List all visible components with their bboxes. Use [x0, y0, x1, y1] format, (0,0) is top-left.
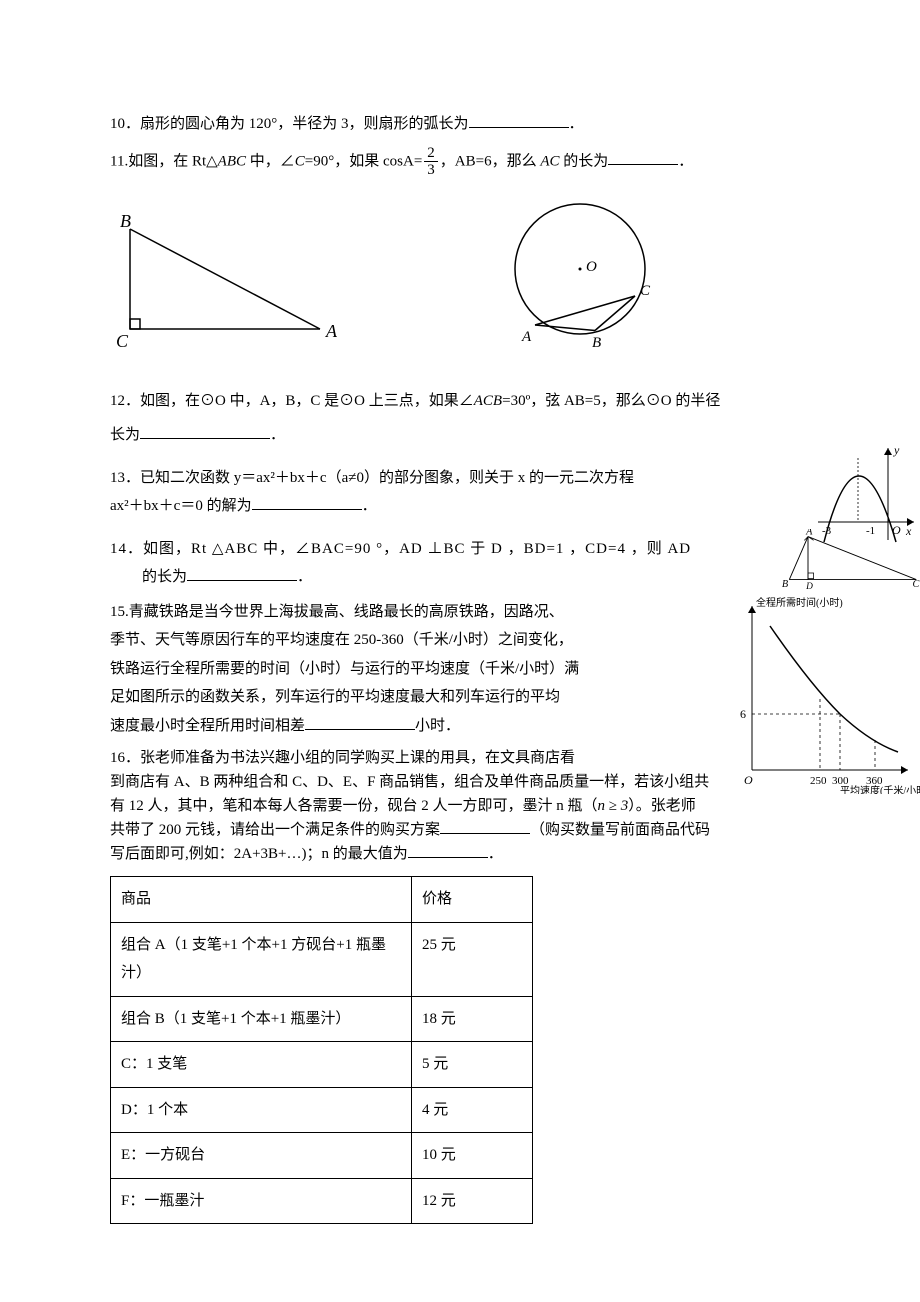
q11-frac-num: 2: [424, 145, 438, 163]
q13-blank: [252, 494, 362, 510]
q11-c: C: [295, 153, 305, 169]
circ-B: B: [592, 335, 601, 351]
q16-l3b: ）。张老师: [628, 798, 696, 814]
q15-l4: 足如图所示的函数关系，列车运行的平均速度最大和列车运行的平均: [110, 689, 560, 705]
table-row: 组合 B（1 支笔+1 个本+1 瓶墨汁） 18 元: [111, 996, 533, 1042]
question-11: 11.如图，在 Rt△ABC 中，∠C=90°，如果 cosA=23，AB=6，…: [110, 145, 810, 179]
circ-O: O: [586, 259, 597, 275]
table-row: F：一瓶墨汁 12 元: [111, 1178, 533, 1224]
tri-A: A: [325, 321, 338, 341]
question-16: 16．张老师准备为书法兴趣小组的同学购买上课的用具，在文具商店看 到商店有 A、…: [110, 746, 810, 866]
rt-B: B: [782, 579, 789, 589]
q11-frac-den: 3: [424, 162, 438, 179]
table-cell: 组合 B（1 支笔+1 个本+1 瓶墨汁）: [111, 996, 412, 1042]
table-cell: F：一瓶墨汁: [111, 1178, 412, 1224]
q13-text-c: ．: [362, 498, 377, 514]
question-14: A B C D 14．如图，Rt △ABC 中，∠BAC=90 °，AD ⊥BC…: [110, 535, 810, 592]
q16-nge3: n ≥ 3: [598, 798, 629, 814]
table-row: E：一方砚台 10 元: [111, 1133, 533, 1179]
q14-text-b: 的长为: [142, 569, 187, 585]
curve-6: 6: [740, 707, 746, 721]
q16-blank2: [408, 842, 488, 858]
figure-rt-14: A B C D: [780, 529, 920, 589]
rt-A: A: [805, 529, 813, 538]
q12-text-a: 12．如图，在⊙O 中，A，B，C 是⊙O 上三点，如果∠: [110, 393, 474, 409]
rt-D: D: [805, 581, 813, 588]
table-cell: E：一方砚台: [111, 1133, 412, 1179]
q16-l4a: 共带了 200 元钱，请给出一个满足条件的购买方案: [110, 822, 440, 838]
table-cell: 5 元: [412, 1042, 533, 1088]
table-cell: 商品: [111, 877, 412, 923]
q12-acb: ACB: [474, 393, 502, 409]
q11-blank: [608, 149, 678, 165]
question-13: -3 -1 O x y 13．已知二次函数 y＝ax²＋bx＋c（a≠0）的部分…: [110, 464, 810, 521]
q11-text-c: =90°，如果 cosA=: [305, 153, 423, 169]
q14-blank: [187, 565, 297, 581]
q16-l5a: 写后面即可,例如：2A+3B+…)；n 的最大值为: [110, 846, 408, 862]
q11-text-b: 中，∠: [246, 153, 295, 169]
tri-B: B: [120, 211, 131, 231]
q15-l5a: 速度最小时全程所用时间相差: [110, 718, 305, 734]
circ-C: C: [640, 283, 651, 299]
q13-text-b: ax²＋bx＋c＝0 的解为: [110, 498, 252, 514]
question-10: 10．扇形的圆心角为 120°，半径为 3，则扇形的弧长为 ．: [110, 110, 810, 139]
q12-text-c: 长为: [110, 427, 140, 443]
page-content: 10．扇形的圆心角为 120°，半径为 3，则扇形的弧长为 ． 11.如图，在 R…: [110, 0, 810, 1284]
q10-text-a: 10．扇形的圆心角为 120°，半径为 3，则扇形的弧长为: [110, 116, 469, 132]
table-16: 商品 价格 组合 A（1 支笔+1 个本+1 方砚台+1 瓶墨汁） 25 元 组…: [110, 876, 533, 1224]
table-row: 组合 A（1 支笔+1 个本+1 方砚台+1 瓶墨汁） 25 元: [111, 922, 533, 996]
table-cell: 25 元: [412, 922, 533, 996]
par-y: y: [893, 443, 900, 457]
table-cell: 10 元: [412, 1133, 533, 1179]
curve-ylab: 全程所需时间(小时): [756, 596, 843, 609]
q15-l3: 铁路运行全程所需要的时间（小时）与运行的平均速度（千米/小时）满: [110, 661, 579, 677]
question-15: 6 O 250 300 360 全程所需时间(小时) 平均速度(千米/小时) 1…: [110, 598, 810, 741]
question-12: 12．如图，在⊙O 中，A，B，C 是⊙O 上三点，如果∠ACB=30º，弦 A…: [110, 387, 810, 450]
q16-l2: 到商店有 A、B 两种组合和 C、D、E、F 商品销售，组合及单件商品质量一样，…: [110, 774, 709, 790]
figure-triangle-11: B C A: [110, 209, 340, 359]
q12-blank: [140, 423, 270, 439]
q12-text-d: ．: [270, 427, 285, 443]
q13-text-a: 13．已知二次函数 y＝ax²＋bx＋c（a≠0）的部分图象，则关于 x 的一元…: [110, 470, 634, 486]
q16-blank1: [440, 818, 530, 834]
q11-text-a: 11.如图，在 Rt△: [110, 153, 218, 169]
table-row: D：1 个本 4 元: [111, 1087, 533, 1133]
curve-xlab: 平均速度(千米/小时): [840, 784, 920, 794]
circ-A: A: [521, 329, 532, 345]
q16-l1: 16．张老师准备为书法兴趣小组的同学购买上课的用具，在文具商店看: [110, 750, 575, 766]
q14-text-c: ．: [297, 569, 312, 585]
q15-l1: 15.青藏铁路是当今世界上海拔最高、线路最长的高原铁路，因路况、: [110, 604, 564, 620]
table-cell: 4 元: [412, 1087, 533, 1133]
q16-l5b: ．: [488, 846, 503, 862]
curve-250: 250: [810, 775, 827, 787]
q11-text-f: ．: [678, 153, 693, 169]
rt-C: C: [913, 579, 920, 589]
q11-text-d: ，AB=6，那么: [440, 153, 541, 169]
table-cell: 18 元: [412, 996, 533, 1042]
tri-C: C: [116, 331, 129, 351]
table-cell: C：1 支笔: [111, 1042, 412, 1088]
q16-l4b: （购买数量写前面商品代码: [530, 822, 710, 838]
table-row: C：1 支笔 5 元: [111, 1042, 533, 1088]
q11-ac: AC: [540, 153, 559, 169]
table-cell: D：1 个本: [111, 1087, 412, 1133]
q15-l2: 季节、天气等原因行车的平均速度在 250-360（千米/小时）之间变化，: [110, 632, 573, 648]
figure-row-11-12: B C A O A B C: [110, 189, 810, 359]
table-row: 商品 价格: [111, 877, 533, 923]
table-cell: 组合 A（1 支笔+1 个本+1 方砚台+1 瓶墨汁）: [111, 922, 412, 996]
q12-text-b: =30º，弦 AB=5，那么⊙O 的半径: [502, 393, 720, 409]
q14-text-a: 14．如图，Rt △ABC 中，∠BAC=90 °，AD ⊥BC 于 D ，BD…: [110, 541, 691, 557]
table-cell: 12 元: [412, 1178, 533, 1224]
q15-blank: [305, 714, 415, 730]
table-cell: 价格: [412, 877, 533, 923]
figure-circle-12: O A B C: [480, 189, 680, 359]
q11-abc: ABC: [218, 153, 246, 169]
q11-fraction: 23: [424, 145, 438, 179]
q10-text-b: ．: [569, 116, 584, 132]
q15-l5b: 小时．: [415, 718, 460, 734]
q11-text-e: 的长为: [560, 153, 609, 169]
q10-blank: [469, 112, 569, 128]
q16-l3a: 有 12 人，其中，笔和本每人各需要一份，砚台 2 人一方即可，墨汁 n 瓶（: [110, 798, 598, 814]
